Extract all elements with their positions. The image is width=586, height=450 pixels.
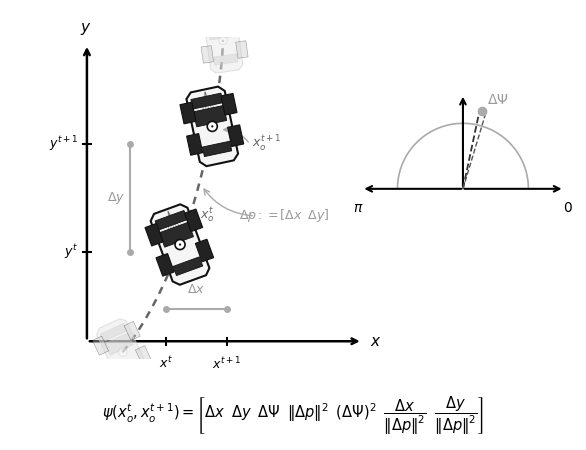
Polygon shape (104, 360, 120, 379)
Polygon shape (135, 346, 152, 365)
Text: $y^{t+1}$: $y^{t+1}$ (49, 135, 78, 154)
Polygon shape (201, 45, 213, 63)
Text: $\psi(x_o^t, x_o^{t+1}) = \left[\Delta x \;\; \Delta y \;\; \Delta\Psi \;\; \|\D: $\psi(x_o^t, x_o^{t+1}) = \left[\Delta x… (102, 395, 484, 437)
Text: $x$: $x$ (370, 334, 381, 350)
Polygon shape (97, 319, 149, 385)
Polygon shape (207, 14, 233, 25)
Polygon shape (186, 134, 203, 155)
Polygon shape (151, 204, 209, 285)
Polygon shape (227, 125, 244, 147)
Polygon shape (124, 321, 140, 341)
Circle shape (175, 239, 185, 250)
Polygon shape (191, 93, 223, 109)
Circle shape (211, 125, 213, 127)
Polygon shape (159, 222, 193, 247)
Text: $\pi$: $\pi$ (353, 201, 363, 215)
Text: $y^t$: $y^t$ (64, 243, 78, 261)
Polygon shape (195, 239, 214, 262)
Text: $y$: $y$ (80, 21, 92, 37)
Text: $x_o^t$: $x_o^t$ (200, 206, 214, 225)
Polygon shape (173, 257, 203, 275)
Polygon shape (203, 8, 243, 73)
Polygon shape (193, 105, 227, 127)
Polygon shape (93, 336, 108, 355)
Text: $\Delta y$: $\Delta y$ (107, 190, 125, 206)
Circle shape (118, 348, 127, 356)
Circle shape (219, 36, 227, 45)
Polygon shape (197, 19, 210, 36)
Circle shape (207, 122, 217, 131)
Circle shape (222, 40, 224, 41)
Polygon shape (221, 94, 237, 115)
Polygon shape (118, 361, 143, 378)
Polygon shape (236, 41, 248, 58)
Polygon shape (213, 54, 238, 65)
Polygon shape (202, 141, 231, 157)
Polygon shape (105, 333, 134, 356)
Text: $\Delta x$: $\Delta x$ (187, 284, 205, 297)
Polygon shape (185, 209, 203, 232)
Polygon shape (155, 211, 188, 230)
Polygon shape (100, 324, 127, 342)
Polygon shape (156, 253, 174, 276)
Text: $\Delta\Psi$: $\Delta\Psi$ (487, 93, 509, 107)
Text: $x^{t+1}$: $x^{t+1}$ (212, 356, 241, 372)
Polygon shape (208, 24, 236, 40)
Circle shape (122, 351, 124, 353)
Polygon shape (186, 86, 238, 166)
Polygon shape (180, 102, 196, 124)
Polygon shape (145, 223, 163, 246)
Text: $\Delta p := [\Delta x \;\; \Delta y]$: $\Delta p := [\Delta x \;\; \Delta y]$ (239, 207, 329, 225)
Text: $x_o^{t+1}$: $x_o^{t+1}$ (251, 134, 281, 154)
Text: $0$: $0$ (563, 201, 573, 215)
Text: $x^t$: $x^t$ (159, 356, 173, 371)
Polygon shape (232, 14, 244, 32)
Circle shape (179, 243, 181, 246)
